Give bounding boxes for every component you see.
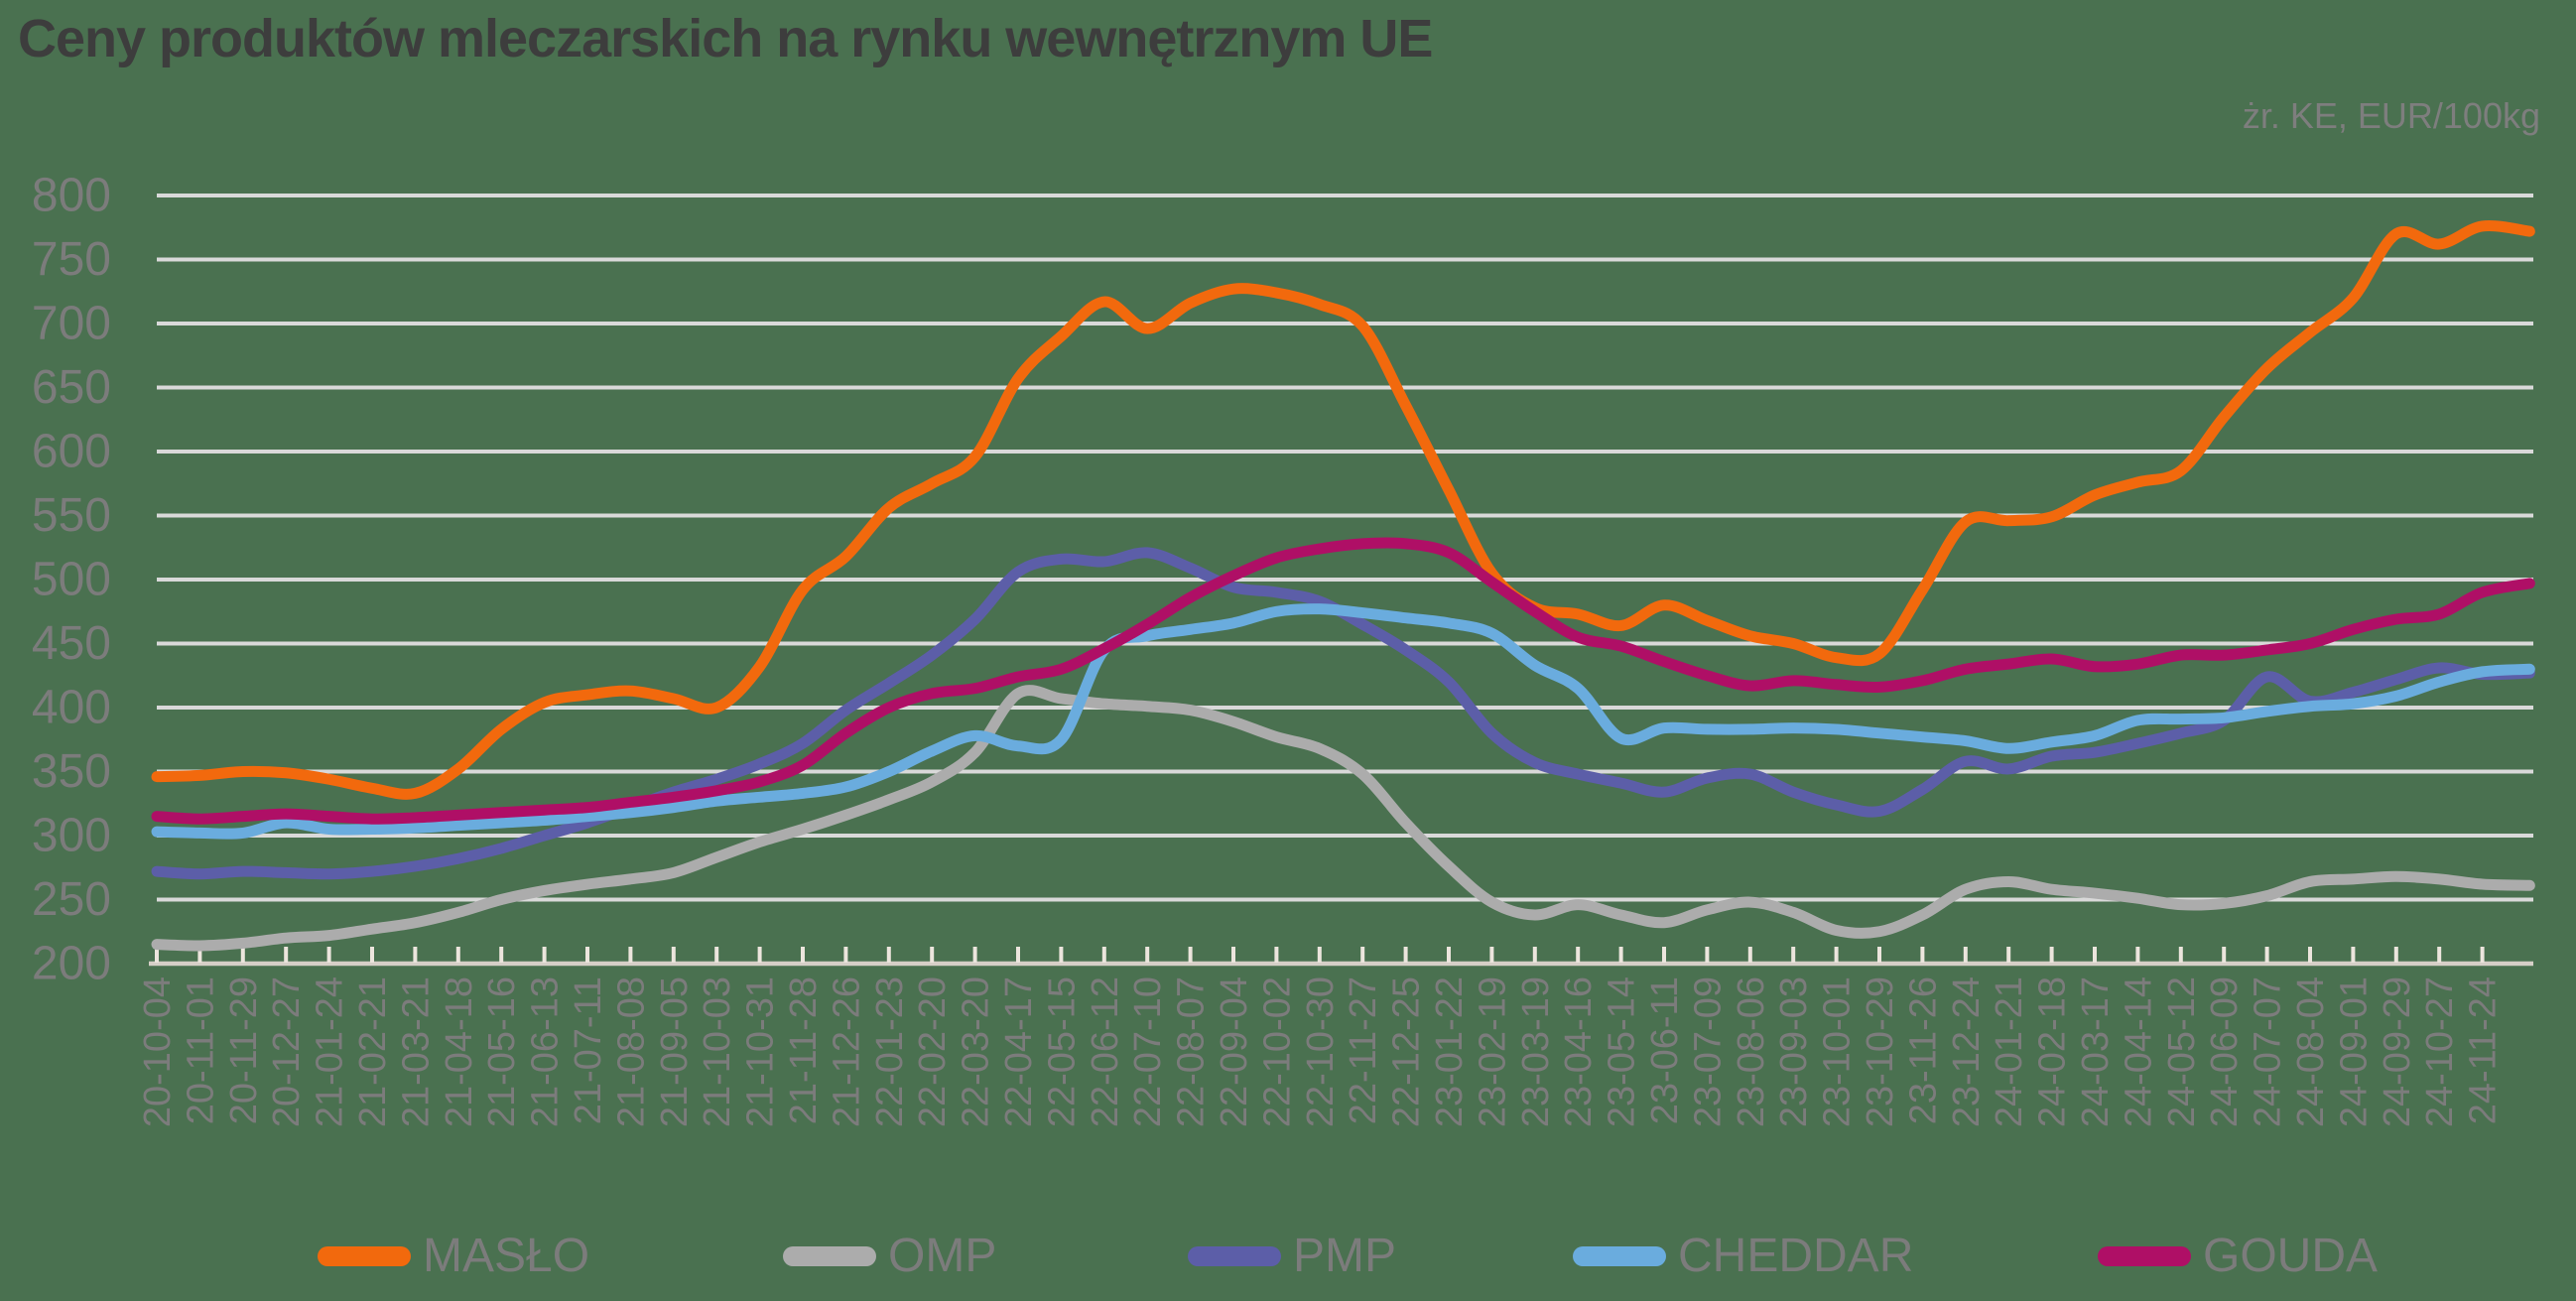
svg-text:250: 250 — [32, 873, 111, 926]
svg-text:23-10-29: 23-10-29 — [1860, 976, 1901, 1127]
svg-text:22-06-12: 22-06-12 — [1085, 976, 1126, 1127]
svg-text:21-12-26: 21-12-26 — [826, 976, 867, 1127]
svg-text:22-11-27: 22-11-27 — [1343, 976, 1384, 1124]
svg-text:23-03-19: 23-03-19 — [1515, 976, 1557, 1127]
svg-text:23-12-24: 23-12-24 — [1946, 976, 1988, 1127]
svg-text:24-09-29: 24-09-29 — [2377, 976, 2418, 1127]
svg-text:21-08-08: 21-08-08 — [610, 976, 652, 1127]
svg-text:450: 450 — [32, 617, 111, 670]
chart-title: Ceny produktów mleczarskich na rynku wew… — [18, 9, 1433, 68]
legend-item-maslo: MASŁO — [318, 1229, 589, 1284]
svg-text:300: 300 — [32, 810, 111, 862]
svg-text:24-04-14: 24-04-14 — [2118, 976, 2159, 1127]
svg-text:350: 350 — [32, 745, 111, 798]
svg-text:22-12-25: 22-12-25 — [1386, 976, 1428, 1127]
svg-text:22-02-20: 22-02-20 — [912, 976, 954, 1127]
svg-text:21-05-16: 21-05-16 — [481, 976, 523, 1127]
svg-text:20-11-01: 20-11-01 — [180, 976, 221, 1124]
svg-text:21-02-21: 21-02-21 — [352, 976, 394, 1127]
svg-text:400: 400 — [32, 682, 111, 734]
svg-text:23-06-11: 23-06-11 — [1644, 976, 1686, 1124]
svg-text:23-11-26: 23-11-26 — [1902, 976, 1944, 1124]
svg-text:21-11-28: 21-11-28 — [783, 976, 825, 1124]
svg-text:24-02-18: 24-02-18 — [2032, 976, 2074, 1127]
svg-text:24-08-04: 24-08-04 — [2290, 976, 2332, 1127]
svg-text:22-03-20: 22-03-20 — [956, 976, 997, 1127]
svg-text:21-07-11: 21-07-11 — [568, 976, 609, 1124]
svg-text:23-08-06: 23-08-06 — [1731, 976, 1772, 1127]
svg-text:21-09-05: 21-09-05 — [654, 976, 696, 1127]
legend-label: GOUDA — [2203, 1230, 2379, 1282]
svg-text:23-09-03: 23-09-03 — [1773, 976, 1815, 1127]
svg-text:24-06-09: 24-06-09 — [2204, 976, 2246, 1127]
svg-text:22-07-10: 22-07-10 — [1127, 976, 1169, 1127]
svg-text:24-03-17: 24-03-17 — [2075, 976, 2117, 1127]
svg-text:21-10-03: 21-10-03 — [697, 976, 738, 1127]
svg-text:22-04-17: 22-04-17 — [998, 976, 1040, 1127]
svg-text:21-03-21: 21-03-21 — [395, 976, 437, 1127]
svg-text:24-10-27: 24-10-27 — [2419, 976, 2461, 1127]
legend-item-cheddar: CHEDDAR — [1573, 1229, 1913, 1284]
svg-text:22-10-02: 22-10-02 — [1256, 976, 1298, 1127]
maslo-line-swatch — [318, 1246, 411, 1266]
svg-text:22-10-30: 22-10-30 — [1300, 976, 1342, 1127]
svg-text:700: 700 — [32, 298, 111, 350]
svg-text:24-01-21: 24-01-21 — [1989, 976, 2030, 1127]
svg-text:550: 550 — [32, 489, 111, 542]
pmp-line-swatch — [1188, 1246, 1281, 1266]
svg-text:21-10-31: 21-10-31 — [740, 976, 782, 1127]
legend-label: PMP — [1293, 1230, 1397, 1282]
svg-text:600: 600 — [32, 426, 111, 478]
gouda-line-swatch — [2098, 1246, 2191, 1266]
legend-item-omp: OMP — [783, 1229, 996, 1284]
svg-text:24-09-01: 24-09-01 — [2333, 976, 2375, 1127]
svg-text:22-08-07: 22-08-07 — [1171, 976, 1213, 1127]
svg-text:800: 800 — [32, 170, 111, 222]
svg-text:500: 500 — [32, 554, 111, 606]
svg-text:20-10-04: 20-10-04 — [137, 976, 179, 1127]
svg-text:22-05-15: 22-05-15 — [1041, 976, 1083, 1127]
svg-text:23-10-01: 23-10-01 — [1817, 976, 1859, 1127]
legend-label: OMP — [888, 1230, 997, 1282]
svg-text:21-04-18: 21-04-18 — [439, 976, 480, 1127]
svg-text:24-05-12: 24-05-12 — [2161, 976, 2203, 1127]
source-unit-note: żr. KE, EUR/100kg — [2242, 95, 2540, 136]
svg-text:23-02-19: 23-02-19 — [1472, 976, 1513, 1127]
svg-text:23-05-14: 23-05-14 — [1602, 976, 1643, 1127]
omp-line-swatch — [783, 1246, 876, 1266]
svg-text:21-01-24: 21-01-24 — [310, 976, 351, 1127]
cheddar-line-swatch — [1573, 1246, 1666, 1266]
legend-item-gouda: GOUDA — [2098, 1229, 2378, 1284]
legend-label: MASŁO — [423, 1230, 590, 1282]
svg-text:20-12-27: 20-12-27 — [266, 976, 308, 1127]
legend-label: CHEDDAR — [1678, 1230, 1914, 1282]
svg-text:23-01-22: 23-01-22 — [1429, 976, 1471, 1127]
svg-text:200: 200 — [32, 938, 111, 990]
svg-text:20-11-29: 20-11-29 — [223, 976, 265, 1124]
svg-text:24-07-07: 24-07-07 — [2248, 976, 2289, 1127]
svg-text:24-11-24: 24-11-24 — [2463, 976, 2505, 1124]
legend-item-pmp: PMP — [1188, 1229, 1396, 1284]
svg-text:23-07-09: 23-07-09 — [1687, 976, 1729, 1127]
svg-text:650: 650 — [32, 361, 111, 414]
svg-text:22-09-04: 22-09-04 — [1214, 976, 1255, 1127]
svg-text:22-01-23: 22-01-23 — [869, 976, 911, 1127]
svg-text:750: 750 — [32, 233, 111, 286]
svg-text:21-06-13: 21-06-13 — [525, 976, 567, 1127]
svg-text:23-04-16: 23-04-16 — [1558, 976, 1600, 1127]
